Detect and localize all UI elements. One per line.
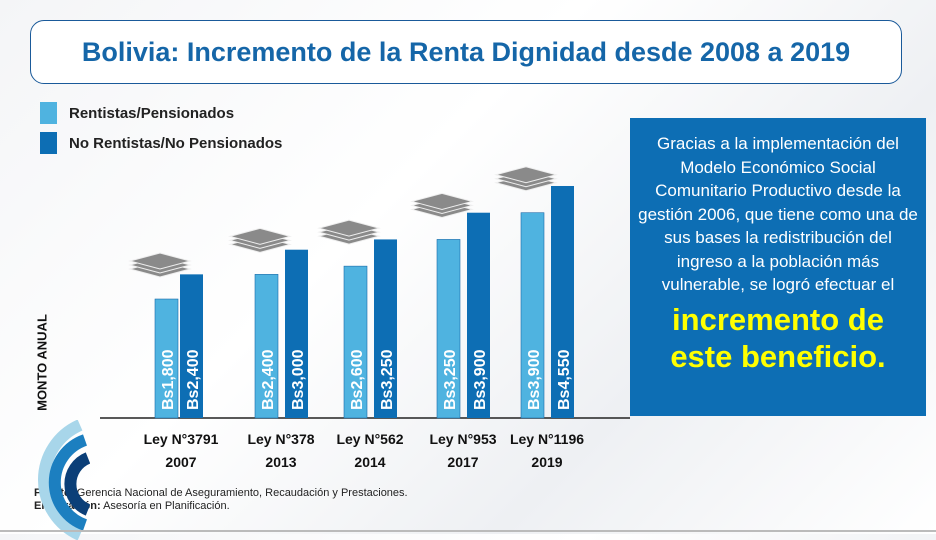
data-label: Bs3,900 (472, 349, 489, 410)
bar-no-rentistas (467, 212, 490, 418)
data-label: Bs4,550 (556, 349, 573, 410)
bar-no-rentistas (551, 185, 574, 418)
x-tick-year: 2017 (447, 454, 478, 470)
title-box: Bolivia: Incremento de la Renta Dignidad… (30, 20, 902, 84)
legend-swatch (40, 132, 57, 154)
bar-rentistas (436, 239, 461, 419)
logo-icon (37, 420, 90, 540)
x-tick-label: Ley N°378 (247, 431, 314, 447)
x-tick-label: Ley N°3791 (144, 431, 219, 447)
x-tick-year: 2014 (354, 454, 385, 470)
divider (0, 530, 936, 532)
x-tick-year: 2013 (265, 454, 296, 470)
elaboracion-text: Asesoría en Planificación. (103, 500, 230, 512)
data-label: Bs2,600 (349, 349, 366, 410)
data-label: Bs2,400 (185, 349, 202, 410)
legend-item-rentistas: Rentistas/Pensionados (40, 98, 282, 128)
bar-rentistas (520, 212, 545, 419)
chart-title: Bolivia: Incremento de la Renta Dignidad… (81, 36, 851, 67)
fuente-text: Gerencia Nacional de Aseguramiento, Reca… (76, 487, 408, 499)
legend-label: No Rentistas/No Pensionados (69, 134, 283, 152)
legend-item-no-rentistas: No Rentistas/No Pensionados (40, 128, 282, 158)
data-label: Bs1,800 (160, 349, 177, 410)
legend: Rentistas/Pensionados No Rentistas/No Pe… (40, 98, 282, 158)
bar-rentistas (343, 265, 368, 419)
bar-rentistas (254, 274, 279, 419)
data-label: Bs3,900 (526, 349, 543, 410)
bar-rentistas (154, 298, 179, 419)
data-label: Bs3,250 (379, 349, 396, 410)
x-tick-year: 2007 (165, 454, 196, 470)
bar-no-rentistas (374, 239, 397, 418)
footer: Fuente: Gerencia Nacional de Aseguramien… (34, 487, 408, 513)
money-icon (494, 166, 558, 184)
data-label: Bs2,400 (260, 349, 277, 410)
bar-no-rentistas (285, 249, 308, 418)
x-tick-label: Ley N°953 (429, 431, 496, 447)
x-tick-label: Ley N°1196 (510, 431, 584, 447)
x-tick-year: 2019 (531, 454, 562, 470)
data-label: Bs3,000 (290, 349, 307, 410)
info-panel: Gracias a la implementación del Modelo E… (630, 118, 926, 416)
money-icon (128, 252, 192, 270)
x-tick-label: Ley N°562 (336, 431, 403, 447)
legend-swatch (40, 102, 57, 124)
money-icon (317, 219, 381, 237)
bar-no-rentistas (180, 274, 203, 418)
data-label: Bs3,250 (442, 349, 459, 410)
panel-highlight: incremento de este beneficio. (670, 301, 886, 374)
legend-label: Rentistas/Pensionados (69, 104, 235, 122)
panel-text: Gracias a la implementación del Modelo E… (638, 134, 918, 294)
money-icon (410, 192, 474, 210)
money-icon (228, 227, 292, 245)
